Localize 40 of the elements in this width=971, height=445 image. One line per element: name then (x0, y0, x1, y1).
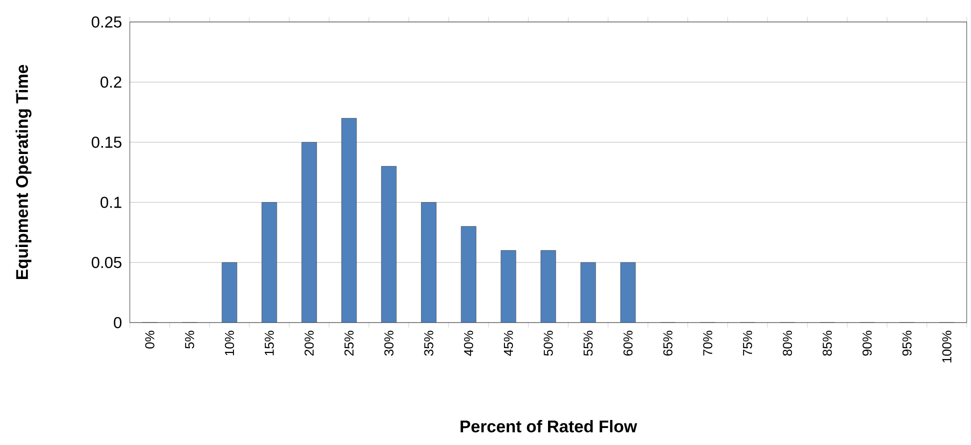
x-tick-label: 55% (584, 330, 593, 356)
x-tick-label: 100% (942, 330, 952, 362)
y-tick-label: 0.25 (92, 16, 122, 28)
x-tick-label: 95% (902, 330, 912, 356)
x-tick-label: 90% (862, 330, 872, 356)
x-tick-label: 60% (623, 330, 633, 356)
x-tick-label: 65% (663, 330, 672, 356)
x-tick-label: 80% (782, 330, 792, 356)
y-axis-title: Equipment Operating Time (16, 64, 32, 279)
bar (301, 142, 317, 322)
bar (421, 202, 436, 322)
x-axis-title: Percent of Rated Flow (460, 420, 638, 432)
y-tick-label: 0.05 (92, 256, 122, 268)
x-tick-label: 15% (264, 330, 274, 356)
x-tick-label: 85% (822, 330, 832, 356)
x-tick-label: 75% (743, 330, 752, 356)
bar (222, 262, 238, 322)
x-tick-label: 5% (185, 330, 194, 348)
y-tick-label: 0.15 (92, 136, 122, 148)
y-tick-label: 0 (114, 316, 122, 328)
x-tick-label: 35% (424, 330, 434, 356)
x-tick-label: 20% (304, 330, 314, 356)
x-tick-label: 40% (464, 330, 474, 356)
bar (500, 250, 516, 322)
bar (341, 118, 357, 322)
bar (580, 262, 596, 322)
y-tick-label: 0.1 (100, 196, 122, 208)
x-tick-label: 0% (145, 330, 154, 348)
bar (540, 250, 556, 322)
x-tick-label: 70% (703, 330, 712, 356)
x-tick-label: 45% (504, 330, 513, 356)
bar (460, 226, 476, 322)
bar (620, 262, 636, 322)
x-tick-label: 50% (544, 330, 553, 356)
bar (262, 202, 278, 322)
bar (381, 166, 397, 322)
x-tick-label: 30% (384, 330, 394, 356)
y-tick-label: 0.2 (100, 76, 122, 88)
x-tick-label: 25% (344, 330, 354, 356)
x-tick-label: 10% (224, 330, 234, 356)
